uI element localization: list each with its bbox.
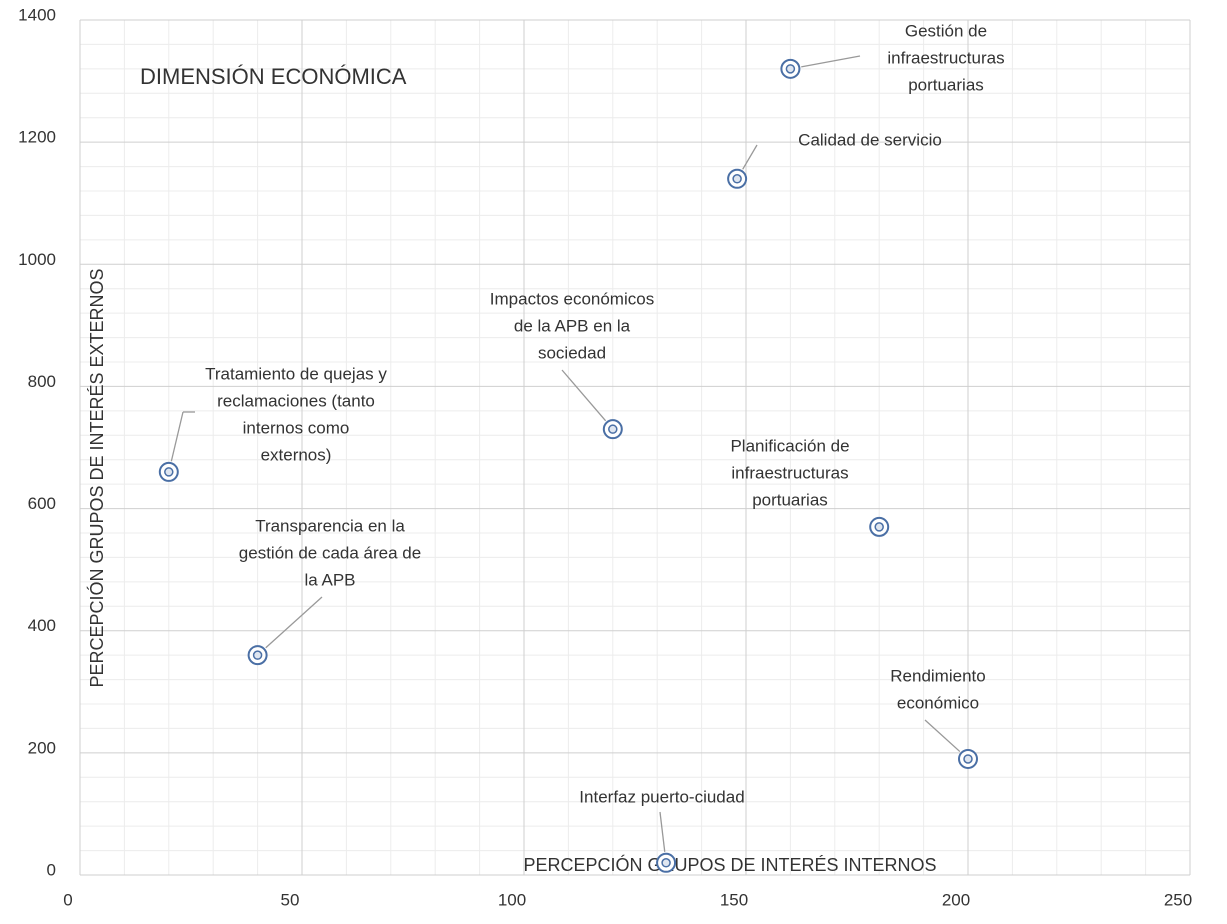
point-core <box>252 650 263 660</box>
y-tick-label: 600 <box>28 494 56 513</box>
point-label: sociedad <box>538 343 606 362</box>
leader-line <box>801 55 861 68</box>
point-label: portuarias <box>752 490 828 509</box>
point-label: infraestructuras <box>731 463 848 482</box>
x-tick-label: 100 <box>498 890 526 909</box>
point-core <box>164 467 174 477</box>
point-label: internos como <box>243 418 350 437</box>
point-label: económico <box>897 693 979 712</box>
point-label: gestión de cada área de <box>239 543 421 562</box>
point-core <box>661 858 671 868</box>
point-label: la APB <box>304 570 355 589</box>
point-label: externos) <box>261 445 332 464</box>
point-label: Tratamiento de quejas y <box>205 364 387 383</box>
point-core <box>963 754 973 764</box>
y-tick-label: 800 <box>28 372 56 391</box>
x-tick-label: 250 <box>1164 890 1192 909</box>
point-core <box>732 174 742 184</box>
y-tick-label: 1400 <box>18 5 56 24</box>
chart-title: DIMENSIÓN ECONÓMICA <box>140 64 407 89</box>
leader-line <box>924 719 961 753</box>
y-tick-label: 200 <box>28 738 56 757</box>
point-label: Rendimiento <box>890 666 985 685</box>
x-axis-label: PERCEPCIÓN GRUPOS DE INTERÉS INTERNOS <box>523 854 936 875</box>
point-label: Transparencia en la <box>255 516 405 535</box>
leader-line <box>561 369 607 422</box>
point-label: de la APB en la <box>514 316 631 335</box>
point-label: Gestión de <box>905 21 987 40</box>
leader-line <box>170 411 184 462</box>
leader-line <box>659 811 666 852</box>
leader-line <box>742 144 758 170</box>
point-label: infraestructuras <box>887 48 1004 67</box>
point-label: Interfaz puerto-ciudad <box>579 787 744 806</box>
y-tick-label: 0 <box>47 860 56 879</box>
leader-line <box>265 596 323 649</box>
x-tick-label: 150 <box>720 890 748 909</box>
y-tick-label: 400 <box>28 616 56 635</box>
point-core <box>785 64 796 74</box>
y-tick-label: 1000 <box>18 250 56 269</box>
y-axis-label: PERCEPCIÓN GRUPOS DE INTERÉS EXTERNOS <box>86 268 107 687</box>
point-label: portuarias <box>908 75 984 94</box>
x-tick-label: 50 <box>281 890 300 909</box>
grid <box>79 19 1191 876</box>
x-tick-label: 0 <box>63 890 72 909</box>
point-label: Impactos económicos <box>490 289 654 308</box>
point-core <box>608 424 618 434</box>
point-core <box>874 522 884 532</box>
x-tick-label: 200 <box>942 890 970 909</box>
point-label: Planificación de <box>730 436 849 455</box>
point-label: reclamaciones (tanto <box>217 391 375 410</box>
point-label: Calidad de servicio <box>798 130 942 149</box>
y-tick-label: 1200 <box>18 128 56 147</box>
